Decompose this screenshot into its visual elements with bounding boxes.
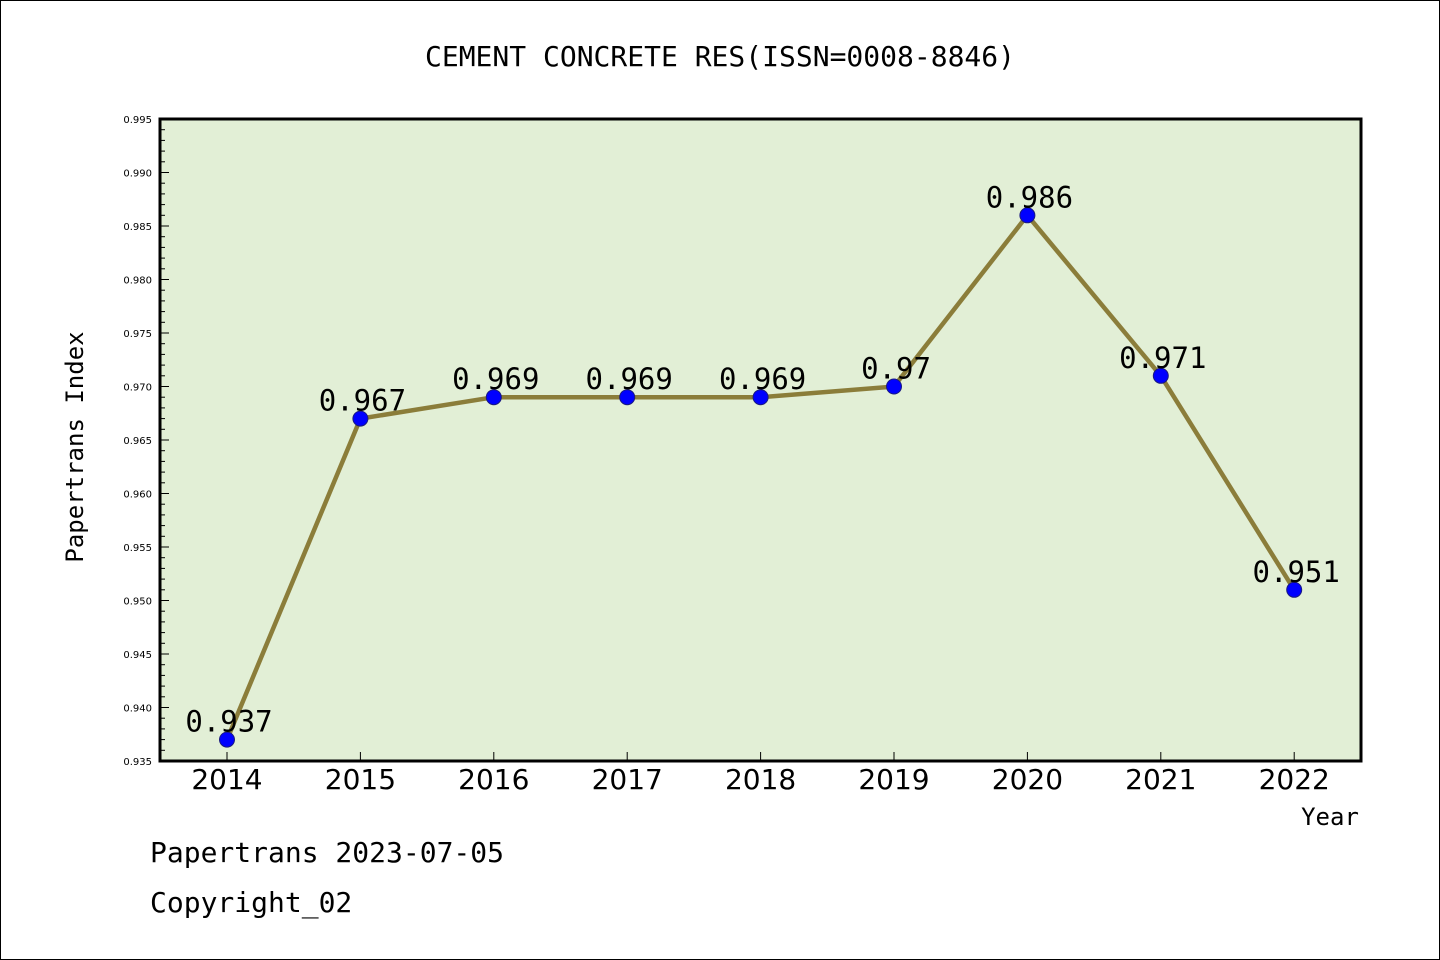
data-point-marker [752,389,769,406]
data-label: 0.937 [185,705,272,739]
y-tick-label: 0.990 [123,169,152,180]
x-tick-label: 2019 [858,763,929,796]
data-label: 0.967 [319,384,406,418]
y-tick-label: 0.985 [123,222,152,233]
data-point-marker [352,410,369,427]
y-tick-label: 0.945 [123,650,152,661]
data-label: 0.97 [861,352,931,386]
y-tick-label: 0.935 [123,757,152,768]
y-tick-label: 0.980 [123,276,152,287]
footer-date: Papertrans 2023-07-05 [150,836,505,869]
x-axis: 2014 2015 2016 2017 2018 2019 2020 2021 2022 [191,752,1330,796]
y-tick-label: 0.965 [123,436,152,447]
data-label: 0.986 [986,180,1073,214]
x-tick-label: 2017 [592,763,663,796]
data-label: 0.971 [1119,341,1206,375]
x-axis-label: Year [1301,803,1359,831]
data-label: 0.951 [1253,555,1340,589]
plot-area [158,117,1363,763]
x-tick-label: 2021 [1125,763,1196,796]
x-tick-label: 2015 [325,763,396,796]
footer-copyright: Copyright_02 [150,886,353,919]
y-tick-label: 0.955 [123,543,152,554]
y-tick-label: 0.950 [123,597,152,608]
y-tick-label: 0.960 [123,490,152,501]
x-tick-label: 2014 [191,763,262,796]
y-axis: 0.935 0.940 0.945 0.950 0.955 0.960 0.965 0.970… [123,115,169,768]
data-label: 0.969 [586,362,673,396]
x-tick-label: 2016 [458,763,529,796]
data-label: 0.969 [452,362,539,396]
data-point-marker [886,378,902,395]
data-point-marker [619,389,636,406]
data-point-marker [1152,367,1169,384]
chart-title: CEMENT CONCRETE RES(ISSN=0008-8846) [425,40,1015,73]
y-tick-label: 0.940 [123,704,152,715]
x-tick-label: 2020 [992,763,1063,796]
y-axis-label: Papertrans Index [61,331,89,562]
data-label: 0.969 [719,362,806,396]
data-point-marker [485,389,502,406]
data-point-marker [1019,207,1036,224]
y-tick-label: 0.970 [123,383,152,394]
y-tick-label: 0.975 [123,329,152,340]
x-tick-label: 2022 [1259,763,1330,796]
data-point-marker [1286,581,1303,598]
data-point-marker [219,731,235,748]
x-tick-label: 2018 [725,763,796,796]
y-tick-label: 0.995 [123,115,152,126]
series-papertrans-index: 0.937 0.967 0.969 0.969 0.969 0.97 0.986 0.971 0… [185,180,1340,748]
